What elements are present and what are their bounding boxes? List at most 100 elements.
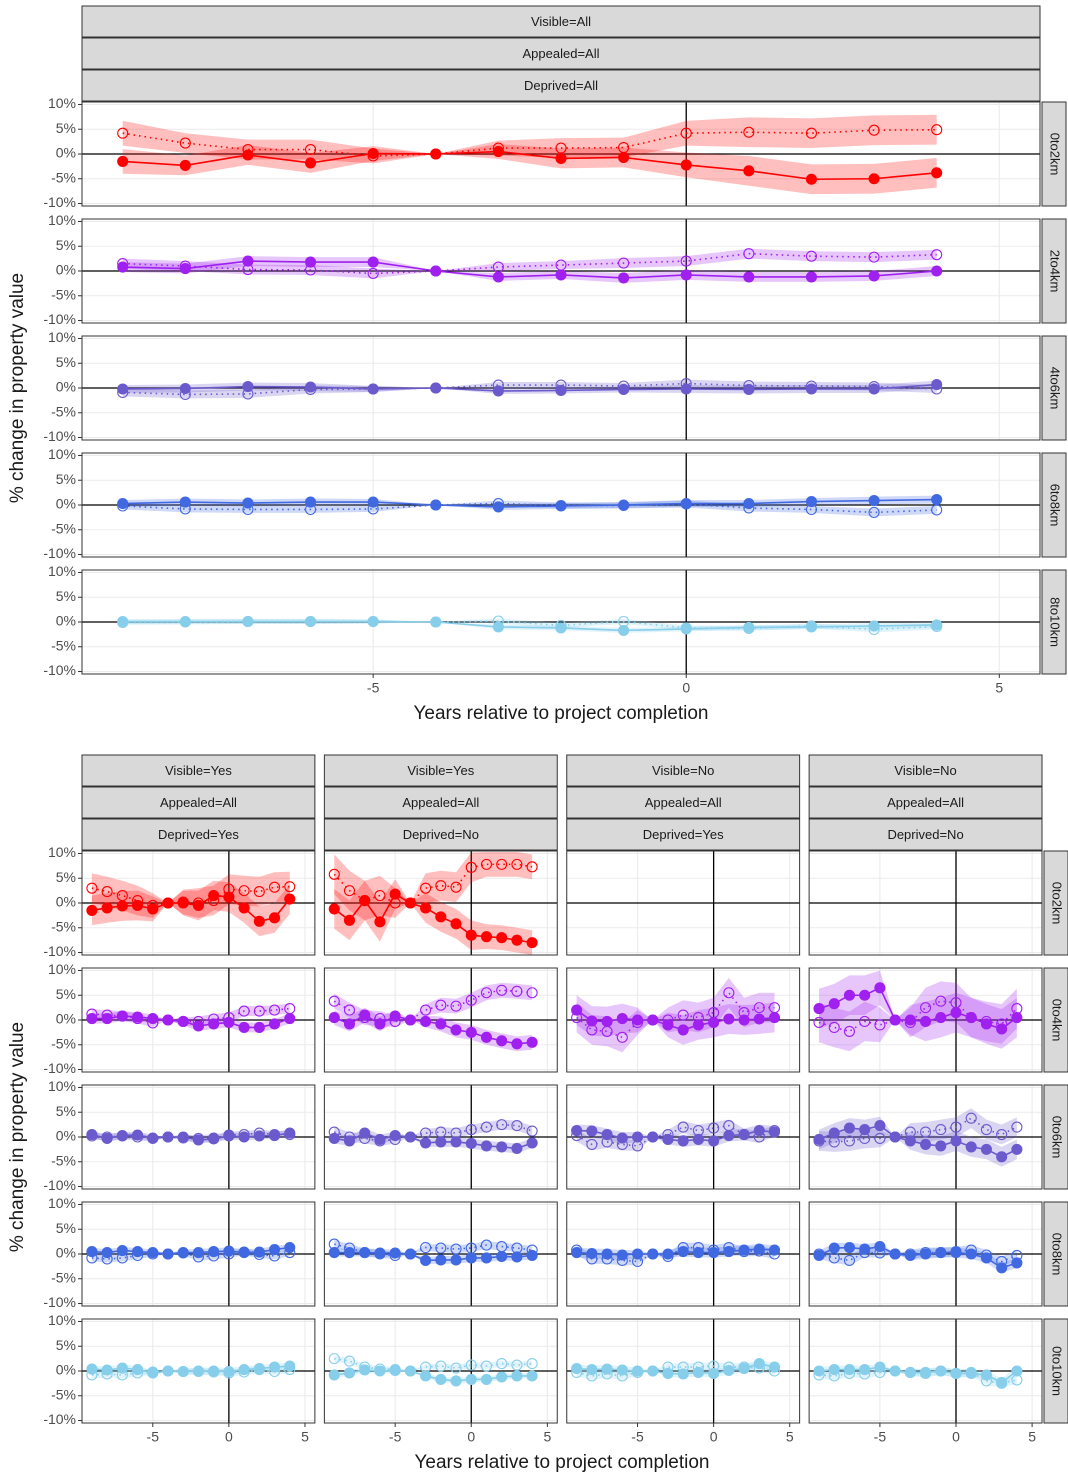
confidence-band <box>334 982 533 1028</box>
data-point <box>208 1013 220 1025</box>
data-point <box>404 1248 416 1260</box>
data-point <box>647 1014 659 1026</box>
data-point <box>920 1367 932 1380</box>
data-point <box>328 1011 340 1024</box>
row-strip-label: 0to4km <box>1050 999 1065 1042</box>
data-point <box>374 1012 386 1025</box>
data-point <box>179 137 191 149</box>
y-tick-label: 10% <box>48 1312 76 1328</box>
data-point <box>328 1126 340 1138</box>
data-point <box>859 1015 871 1028</box>
data-point <box>931 620 943 633</box>
data-point <box>132 1249 144 1262</box>
data-point <box>843 989 856 1001</box>
data-point <box>284 1360 296 1372</box>
data-point <box>692 1133 704 1146</box>
data-point <box>677 1121 689 1133</box>
data-point <box>868 124 880 136</box>
data-point <box>931 504 943 516</box>
data-point <box>868 620 880 632</box>
y-tick-label: -5% <box>51 286 76 302</box>
data-point <box>492 385 504 397</box>
data-point <box>738 1245 750 1258</box>
data-point <box>931 383 943 395</box>
data-point <box>328 1369 340 1381</box>
data-point <box>571 1362 583 1375</box>
data-point <box>768 1361 781 1373</box>
data-point <box>179 260 191 272</box>
data-point <box>618 142 630 154</box>
data-point <box>465 861 477 873</box>
data-point <box>450 1254 462 1266</box>
data-point <box>571 1129 583 1142</box>
data-point <box>511 1359 523 1371</box>
data-point <box>618 615 630 628</box>
data-point <box>179 388 191 400</box>
y-tick-label: 0% <box>56 1362 76 1378</box>
row-strip-label: 8to10km <box>1048 597 1063 647</box>
data-point <box>950 1367 962 1380</box>
facet-strip-label: Appealed=All <box>160 795 237 810</box>
data-point <box>1011 1121 1023 1133</box>
facet-strip-label: Deprived=All <box>524 78 598 93</box>
data-point <box>708 1244 720 1256</box>
data-point <box>965 1112 977 1124</box>
y-tick-label: -5% <box>51 403 76 419</box>
data-point <box>343 1367 356 1379</box>
y-tick-label: 0% <box>56 262 76 278</box>
data-point <box>935 1124 947 1136</box>
data-point <box>526 937 538 949</box>
x-tick-label: 0 <box>682 680 690 696</box>
data-point <box>904 1126 916 1138</box>
data-point <box>435 1136 447 1148</box>
facet-strip <box>81 5 1041 38</box>
data-point <box>496 1250 508 1263</box>
facet-strip-label: Deprived=No <box>403 827 479 842</box>
data-point <box>616 1364 628 1376</box>
panel-border <box>81 101 1041 207</box>
data-point <box>242 503 254 516</box>
data-point <box>662 1248 674 1260</box>
data-point <box>192 1251 204 1263</box>
series-line <box>576 991 775 1039</box>
data-point <box>768 1244 781 1256</box>
series-line <box>91 1007 290 1024</box>
data-point <box>179 503 191 515</box>
data-point <box>101 1253 113 1265</box>
data-point <box>680 127 692 139</box>
data-point <box>253 1005 265 1017</box>
data-point <box>753 1245 765 1257</box>
data-point <box>496 858 508 870</box>
data-point <box>889 1014 901 1026</box>
row-strip <box>1043 967 1068 1073</box>
row-strip <box>1041 569 1067 675</box>
data-point <box>1011 1003 1023 1015</box>
data-point <box>631 1140 644 1152</box>
y-tick-label: 10% <box>48 212 76 228</box>
series-line <box>576 1365 775 1377</box>
data-point <box>465 1242 477 1254</box>
data-point <box>343 1242 356 1254</box>
data-point <box>813 1016 825 1029</box>
series-line <box>122 150 937 181</box>
data-point <box>242 143 254 156</box>
data-point <box>935 1365 947 1377</box>
data-point <box>465 1252 477 1264</box>
data-point <box>389 897 401 909</box>
data-point <box>618 383 630 396</box>
data-point <box>343 1355 356 1367</box>
data-point <box>101 1364 113 1376</box>
y-tick-label: -10% <box>43 662 76 678</box>
data-point <box>492 271 504 283</box>
data-point <box>367 383 379 395</box>
data-point <box>238 1005 250 1017</box>
data-point <box>859 1243 871 1255</box>
data-point <box>1011 1249 1023 1262</box>
data-point <box>805 173 818 185</box>
series-line <box>122 620 937 632</box>
data-point <box>435 999 447 1011</box>
data-point <box>367 256 379 268</box>
data-point <box>738 1007 750 1019</box>
data-point <box>496 1141 508 1153</box>
data-point <box>859 1368 871 1380</box>
